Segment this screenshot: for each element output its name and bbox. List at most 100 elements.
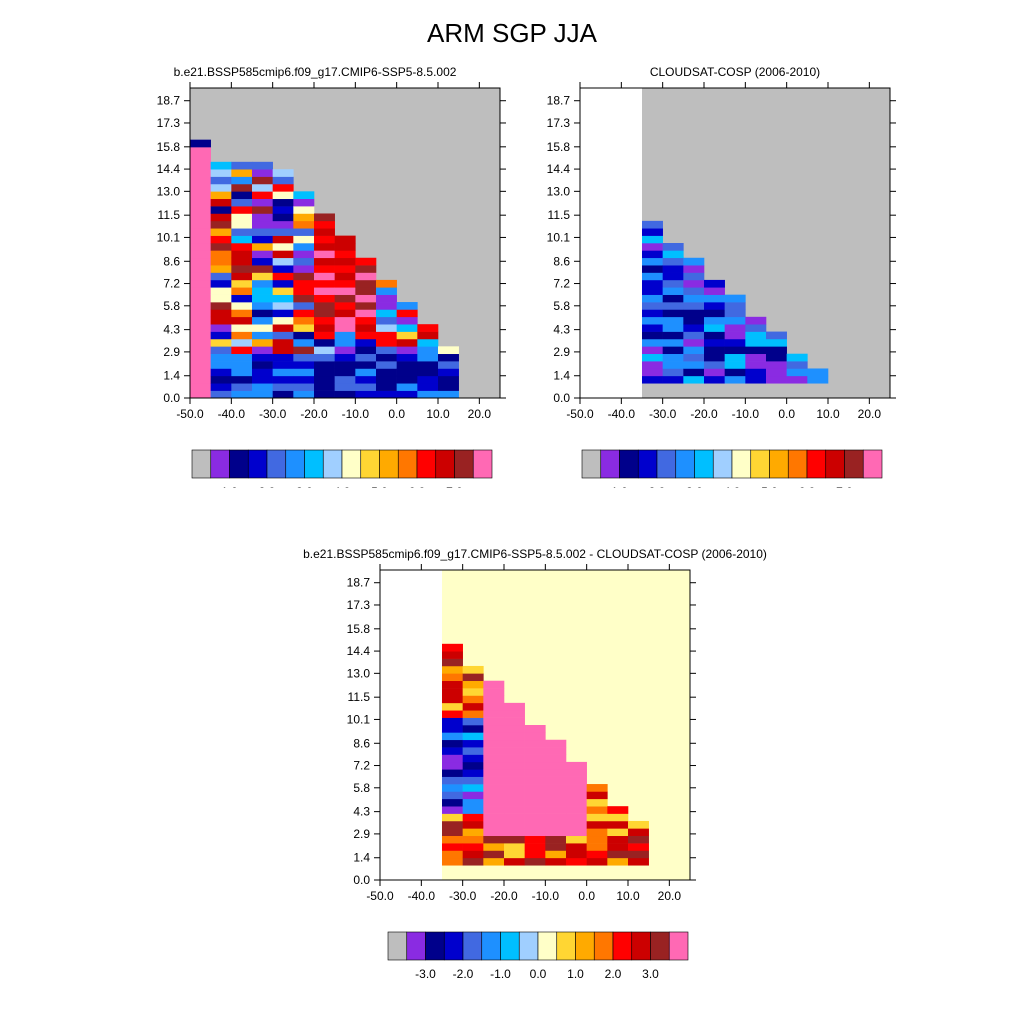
x-tick-label: -30.0 (649, 407, 677, 421)
heatmap-cell (566, 835, 587, 844)
heatmap-cell (293, 361, 315, 369)
y-tick-label: 7.2 (353, 759, 370, 773)
heatmap-cell (586, 791, 608, 800)
heatmap-cell (483, 776, 505, 785)
heatmap-cell (252, 265, 273, 273)
colorbar-swatch (454, 449, 474, 479)
heatmap-cell (642, 294, 663, 303)
heatmap-cell (462, 776, 484, 785)
heatmap-cell (190, 346, 211, 355)
y-tick-label: 1.4 (163, 369, 180, 383)
heatmap-cell (483, 717, 505, 726)
heatmap-cell (607, 843, 629, 851)
colorbar-label: 7.0 (836, 485, 853, 488)
heatmap-cell (190, 206, 211, 214)
heatmap-cell (524, 754, 546, 763)
heatmap-cell (334, 331, 356, 340)
heatmap-cell (396, 316, 418, 325)
heatmap-cell (417, 368, 439, 377)
colorbar-swatch (668, 931, 689, 961)
heatmap-cell (704, 316, 725, 325)
heatmap-cell (272, 390, 294, 399)
heatmap-cell (231, 361, 253, 369)
y-tick-label: 5.8 (163, 299, 180, 313)
heatmap-cell (462, 769, 484, 777)
heatmap-cell (190, 331, 211, 340)
heatmap-cell (334, 383, 356, 391)
heatmap-cell (396, 361, 418, 369)
heatmap-cell (355, 287, 377, 295)
heatmap-cell (190, 154, 211, 163)
heatmap-cell (483, 828, 505, 837)
heatmap-cell (704, 324, 725, 332)
heatmap-cell (417, 338, 439, 347)
heatmap-cell (683, 287, 705, 295)
heatmap-cell (504, 828, 525, 837)
heatmap-cell (642, 375, 663, 384)
colorbar-label: 4.0 (724, 485, 741, 488)
heatmap-cell (272, 191, 294, 200)
panel-title: CLOUDSAT-COSP (2006-2010) (650, 65, 820, 79)
heatmap-cell (462, 665, 484, 674)
heatmap-cell (190, 213, 211, 222)
x-tick-label: -10.0 (532, 889, 560, 903)
heatmap-cell (252, 383, 273, 391)
heatmap-cell (504, 820, 525, 829)
heatmap-cell (314, 257, 335, 266)
heatmap-cell (190, 316, 211, 325)
colorbar-swatch (425, 931, 445, 961)
heatmap-cell (545, 776, 567, 785)
heatmap-cell (745, 338, 767, 347)
heatmap-cell (376, 331, 397, 340)
heatmap-cell (210, 279, 232, 288)
heatmap-cell (442, 725, 463, 733)
colorbar-label: 5.0 (371, 485, 388, 488)
heatmap-cell (293, 375, 315, 384)
x-tick-label: 0.0 (778, 407, 795, 421)
heatmap-cell (504, 813, 525, 822)
heatmap-cell (334, 257, 356, 266)
heatmap-cell (524, 835, 546, 844)
heatmap-cell (586, 835, 608, 844)
heatmap-cell (210, 191, 232, 200)
heatmap-cell (628, 843, 649, 851)
heatmap-cell (272, 309, 294, 318)
colorbar-swatch (266, 449, 287, 479)
heatmap-cell (504, 761, 525, 770)
heatmap-cell (442, 791, 463, 800)
heatmap-cell (462, 717, 484, 726)
heatmap-cell (334, 250, 356, 259)
y-tick-label: 7.2 (553, 277, 570, 291)
heatmap-cell (662, 272, 684, 281)
heatmap-cell (272, 235, 294, 244)
heatmap-cell (524, 776, 546, 785)
heatmap-cell (210, 353, 232, 362)
heatmap-cell (642, 353, 663, 362)
colorbar-label: -3.0 (415, 967, 436, 981)
heatmap-cell (442, 857, 463, 866)
heatmap-cell (704, 338, 725, 347)
heatmap-cell (231, 183, 253, 192)
heatmap-cell (662, 265, 684, 273)
heatmap-cell (252, 294, 273, 303)
plot-frame (379, 569, 691, 881)
heatmap-cell (396, 338, 418, 347)
heatmap-cell (545, 806, 567, 814)
heatmap-cell (293, 220, 315, 229)
heatmap-cell (376, 361, 397, 369)
heatmap-cell (417, 346, 439, 355)
heatmap-cell (272, 361, 294, 369)
heatmap-cell (210, 294, 232, 303)
heatmap-cell (252, 198, 273, 207)
heatmap-cell (210, 257, 232, 266)
heatmap-cell (190, 250, 211, 259)
heatmap-cell (190, 309, 211, 318)
heatmap-cell (642, 316, 663, 325)
heatmap-cell (683, 338, 705, 347)
heatmap-cell (724, 302, 746, 310)
heatmap-cell (314, 338, 335, 347)
y-tick-label: 0.0 (353, 873, 370, 887)
heatmap-cell (355, 390, 377, 399)
heatmap-cell (642, 361, 663, 369)
heatmap-cell (314, 324, 335, 332)
